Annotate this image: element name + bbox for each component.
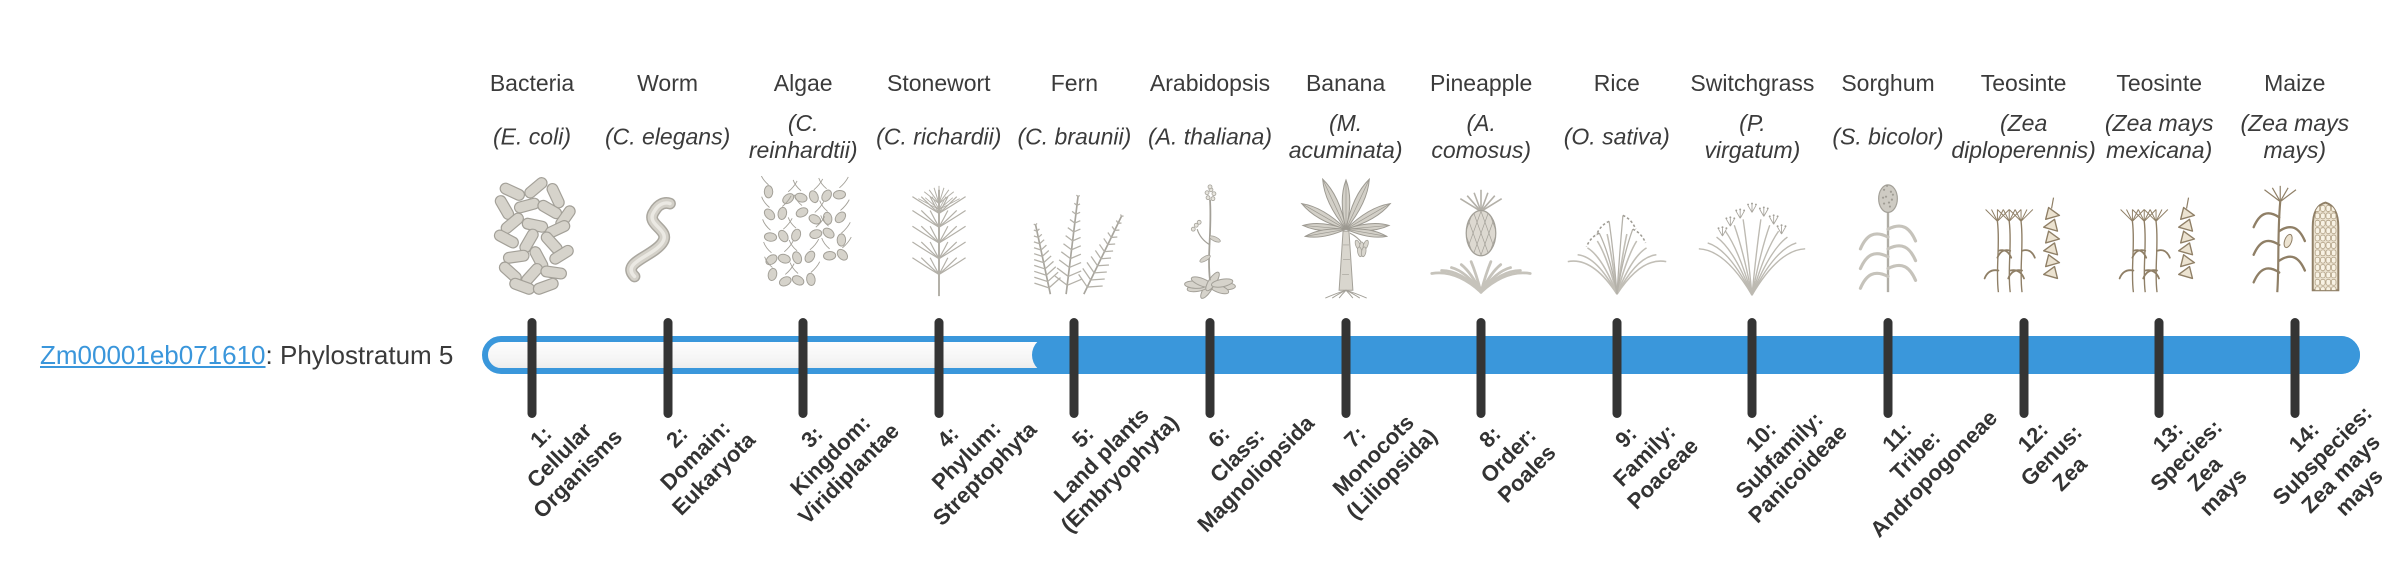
gene-id-link[interactable]: Zm00001eb071610 (40, 340, 266, 370)
phylostratum-tick (1612, 318, 1622, 418)
worm-icon (608, 176, 728, 304)
phylostratum-label: 8: Order: Poales (1474, 421, 1561, 508)
phylostratum-tick (2290, 318, 2300, 418)
organism-scientific-name: (E. coli) (493, 123, 571, 150)
phylostratum-label: 4: Phylum: Streptophyta (926, 415, 1042, 531)
organism-scientific-name: (A. thaliana) (1147, 123, 1273, 150)
phylostratum-label: 14: Subspecies: Zea mays mays (2267, 400, 2388, 521)
organism-common-name: Pineapple (1430, 70, 1533, 96)
organism-scientific-name: (O. sativa) (1563, 123, 1670, 150)
phylostratum-tick (1341, 318, 1351, 418)
organism-scientific-name: (S. bicolor) (1832, 123, 1944, 150)
phylostratum-label: 10: Subfamily: Panicoideae (1731, 406, 1853, 528)
organism-common-name: Arabidopsis (1149, 70, 1271, 96)
phylostratum-label: 5: Land plants (Embryophyta) (1049, 402, 1184, 538)
phylostratum-tick (527, 318, 537, 418)
rice-icon (1557, 176, 1677, 304)
teosinte-icon (2099, 176, 2219, 304)
gene-label: Zm00001eb071610: Phylostratum 5 (40, 338, 453, 372)
switchgrass-icon (1692, 176, 1812, 304)
arabidopsis-icon (1150, 176, 1270, 304)
bacteria-icon (472, 176, 592, 304)
organism-scientific-name: (A. comosus) (1431, 110, 1532, 163)
teosinte-icon (1964, 176, 2084, 304)
organism-common-name: Stonewort (887, 70, 991, 96)
organism-common-name: Banana (1305, 70, 1386, 96)
organism-scientific-name: (P. virgatum) (1704, 110, 1801, 163)
phylostratum-tick (1747, 318, 1757, 418)
sorghum-icon (1828, 176, 1948, 304)
organism-scientific-name: (M. acuminata) (1288, 110, 1403, 163)
phylostratum-label: 2: Domain: Eukaryota (654, 415, 760, 521)
organism-common-name: Sorghum (1841, 70, 1935, 96)
phylostratum-tick (1069, 318, 1079, 418)
organism-common-name: Maize (2264, 70, 2326, 96)
organism-scientific-name: (C. elegans) (604, 123, 731, 150)
organism-scientific-name: (Zea mays mays) (2240, 110, 2350, 163)
stonewort-icon (879, 176, 999, 304)
organism-common-name: Teosinte (1980, 70, 2067, 96)
phylostratum-label: 7: Monocots (Liliopsida) (1327, 409, 1442, 524)
phylostratum-label: 11: Tribe: Andropogoneae (1865, 405, 2003, 543)
phylostratum-label: 12: Genus: Zea (2012, 416, 2092, 496)
phylostratum-tick (663, 318, 673, 418)
phylostratum-tick (2154, 318, 2164, 418)
organism-common-name: Switchgrass (1690, 70, 1815, 96)
banana-icon (1286, 176, 1406, 304)
timeline-filled-region (1032, 336, 2360, 374)
organism-common-name: Teosinte (2116, 70, 2203, 96)
phylostratum-label: 1: Cellular Organisms (521, 417, 628, 524)
phylostratum-tick (1883, 318, 1893, 418)
phylostratum-label: 13: Species: Zea mays (2145, 414, 2252, 521)
organism-scientific-name: (C. richardii) (876, 123, 1002, 150)
organism-common-name: Worm (637, 70, 699, 96)
organism-scientific-name: (Zea diploperennis) (1951, 110, 2096, 163)
organism-scientific-name: (Zea mays mexicana) (2104, 110, 2214, 163)
pineapple-icon (1421, 176, 1541, 304)
gene-phylostratum-text: : Phylostratum 5 (265, 340, 454, 370)
organism-common-name: Fern (1050, 70, 1099, 96)
phylostratum-tick (798, 318, 808, 418)
organism-scientific-name: (C. braunii) (1017, 123, 1132, 150)
organism-common-name: Rice (1593, 70, 1640, 96)
organism-scientific-name: (C. reinhardtii) (748, 110, 858, 163)
phylostratum-label: 3: Kingdom: Viridiplantae (785, 410, 905, 529)
phylostratum-tick (934, 318, 944, 418)
fern-icon (1014, 176, 1134, 304)
maize-icon (2235, 176, 2355, 304)
phylostratum-label: 6: Class: Magnoliopsida (1192, 410, 1319, 537)
organism-common-name: Algae (773, 70, 833, 96)
phylostratum-tick (2019, 318, 2029, 418)
organism-common-name: Bacteria (489, 70, 575, 96)
phylostratum-label: 9: Family: Poaceae (1607, 419, 1703, 515)
phylostratum-tick (1476, 318, 1486, 418)
algae-icon (743, 173, 863, 304)
phylostratum-tick (1205, 318, 1215, 418)
